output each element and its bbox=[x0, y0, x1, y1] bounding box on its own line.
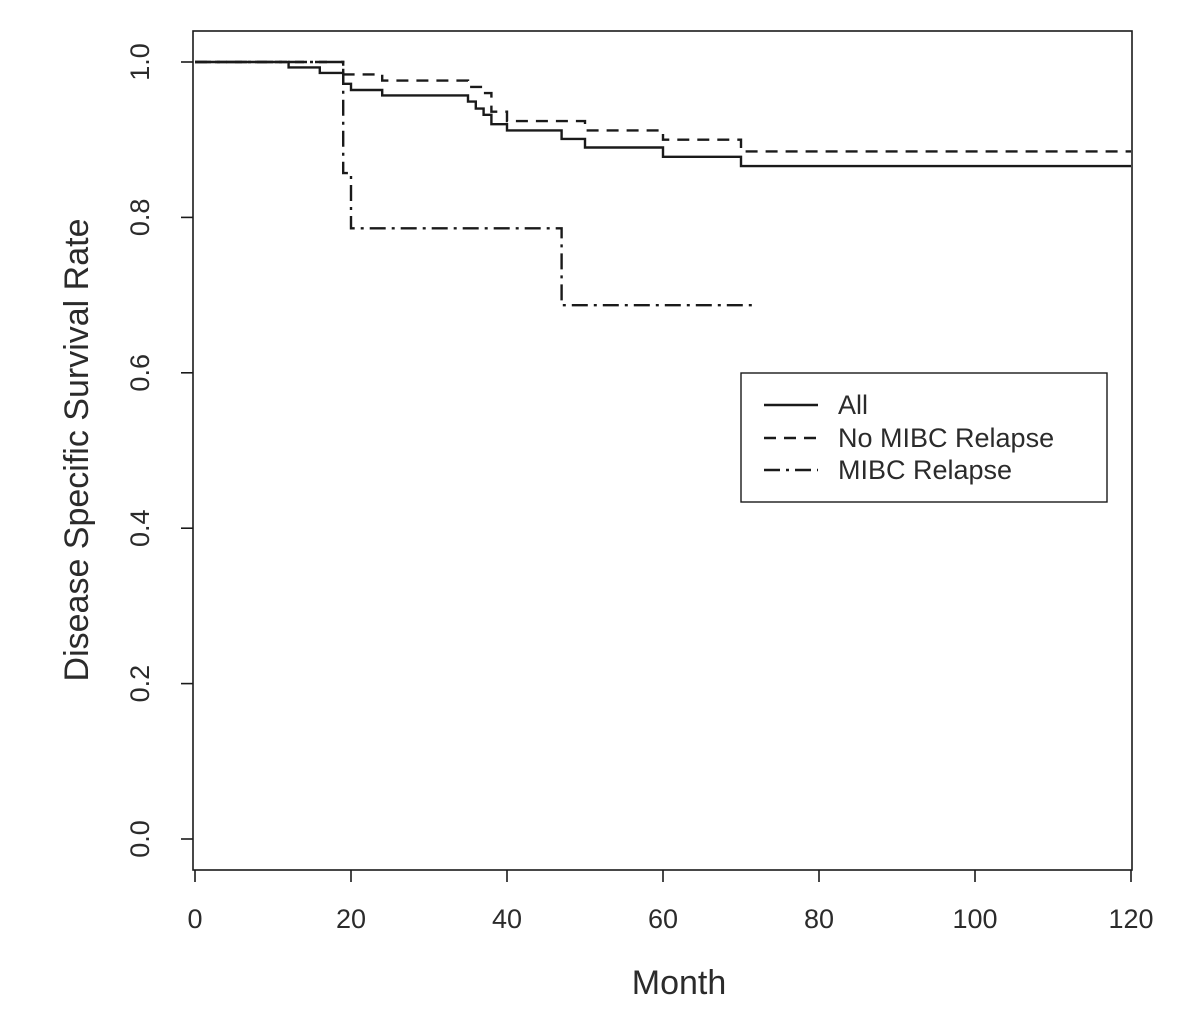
x-tick-label: 20 bbox=[336, 904, 366, 934]
y-tick-label: 0.8 bbox=[125, 199, 155, 237]
series-line-mibc-relapse bbox=[195, 60, 757, 307]
x-tick-label: 60 bbox=[648, 904, 678, 934]
x-tick-label: 0 bbox=[187, 904, 202, 934]
series-line-all bbox=[195, 60, 1131, 168]
legend-label-no-mibc-relapse: No MIBC Relapse bbox=[838, 423, 1054, 453]
y-tick-label: 1.0 bbox=[125, 43, 155, 81]
y-tick-label: 0.2 bbox=[125, 665, 155, 703]
y-axis-title: Disease Specific Survival Rate bbox=[58, 219, 96, 682]
x-tick-label: 120 bbox=[1108, 904, 1153, 934]
y-axis-ticks: 0.0 0.2 0.4 0.6 0.8 1.0 bbox=[125, 43, 193, 858]
series-layer bbox=[195, 60, 1131, 307]
series-line-no-mibc-relapse bbox=[195, 60, 1131, 153]
legend-label-mibc-relapse: MIBC Relapse bbox=[838, 455, 1012, 485]
legend-box bbox=[740, 372, 1108, 503]
y-tick-label: 0.0 bbox=[125, 820, 155, 858]
x-tick-label: 80 bbox=[804, 904, 834, 934]
x-tick-label: 40 bbox=[492, 904, 522, 934]
x-axis-title: Month bbox=[632, 964, 727, 1002]
x-tick-label: 100 bbox=[952, 904, 997, 934]
x-axis-ticks: 0 20 40 60 80 100 120 bbox=[187, 870, 1154, 934]
legend-label-all: All bbox=[838, 390, 868, 420]
y-tick-label: 0.6 bbox=[125, 354, 155, 392]
y-tick-label: 0.4 bbox=[125, 509, 155, 547]
legend: All No MIBC Relapse MIBC Relapse bbox=[740, 372, 1108, 503]
